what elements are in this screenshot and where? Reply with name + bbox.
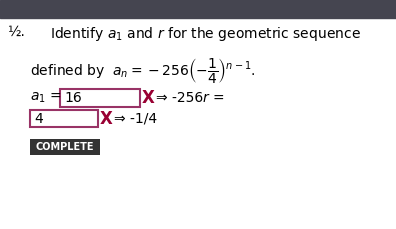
Text: $r$ =: $r$ = (202, 91, 224, 105)
FancyBboxPatch shape (60, 89, 140, 107)
Text: 16: 16 (64, 91, 82, 105)
Text: 4: 4 (34, 112, 43, 126)
Text: Identify $a_1$ and $r$ for the geometric sequence: Identify $a_1$ and $r$ for the geometric… (50, 25, 361, 43)
Text: COMPLETE: COMPLETE (36, 142, 94, 152)
Text: X: X (142, 89, 155, 107)
Text: ½.: ½. (7, 25, 25, 39)
FancyBboxPatch shape (30, 139, 100, 155)
Bar (0, 0, 396, 18)
Text: X: X (100, 110, 113, 128)
FancyBboxPatch shape (30, 110, 98, 127)
Text: ⇒ -256: ⇒ -256 (156, 91, 203, 105)
Text: ⇒ -1/4: ⇒ -1/4 (114, 112, 157, 126)
Text: defined by  $a_n = -256\left(-\dfrac{1}{4}\right)^{n-1}$.: defined by $a_n = -256\left(-\dfrac{1}{4… (30, 56, 255, 85)
Text: $a_1$ =: $a_1$ = (30, 91, 62, 105)
